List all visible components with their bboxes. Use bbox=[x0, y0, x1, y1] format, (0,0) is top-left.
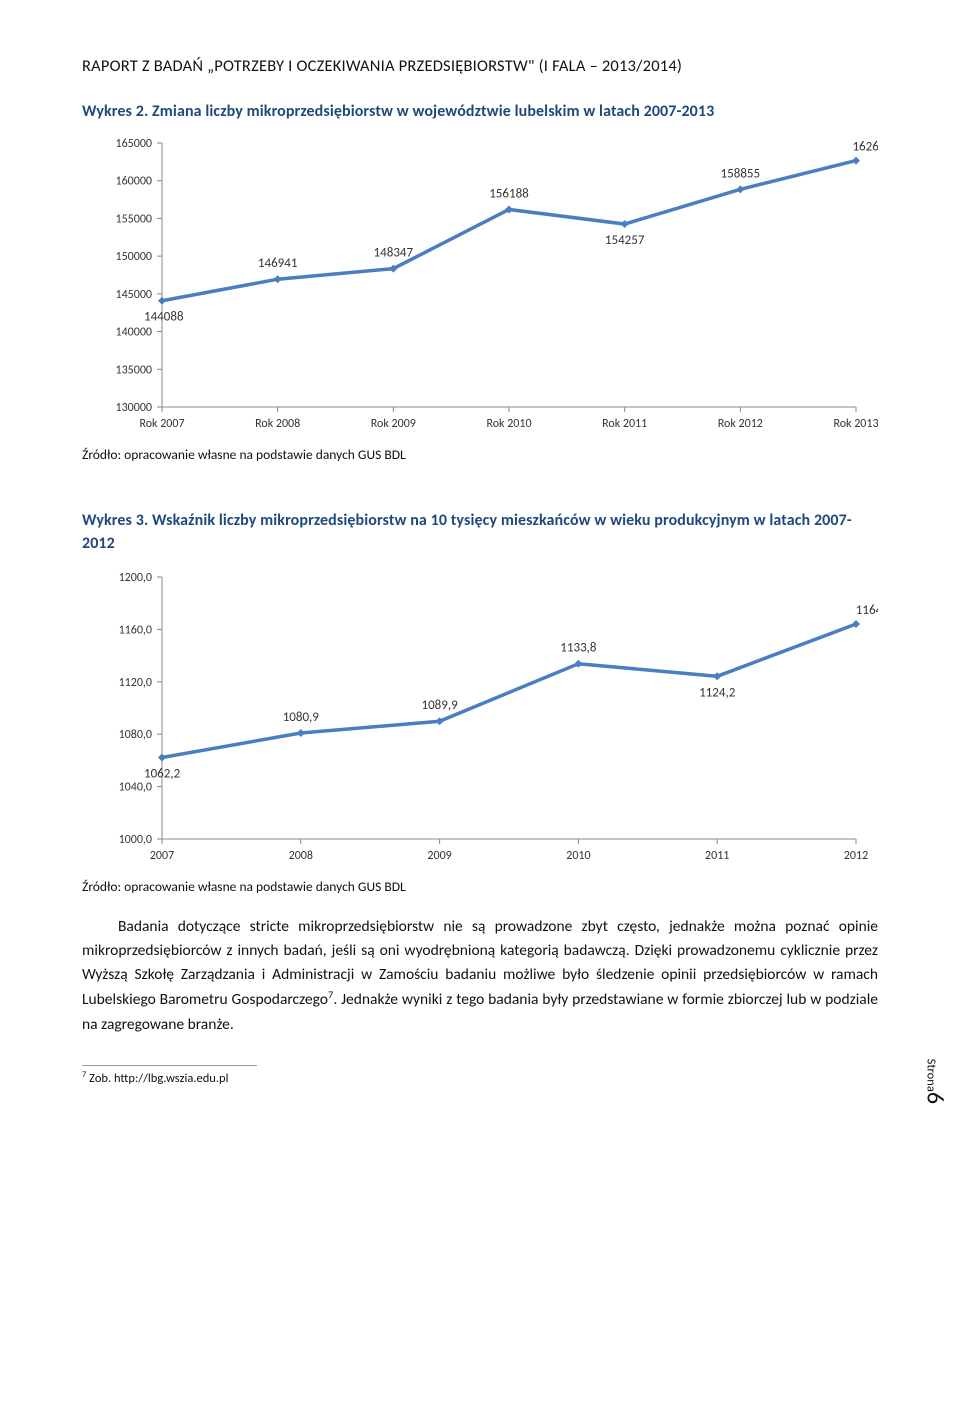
svg-text:158855: 158855 bbox=[721, 166, 761, 181]
svg-text:156188: 156188 bbox=[489, 186, 529, 201]
svg-text:130000: 130000 bbox=[116, 401, 153, 415]
page-number: Strona6 bbox=[920, 1058, 949, 1103]
svg-text:155000: 155000 bbox=[116, 212, 153, 226]
svg-text:2007: 2007 bbox=[150, 849, 174, 863]
svg-text:1080,0: 1080,0 bbox=[119, 729, 152, 743]
footnote: 7 Zob. http://lbg.wszia.edu.pl bbox=[82, 1070, 878, 1086]
svg-text:2010: 2010 bbox=[566, 849, 590, 863]
svg-text:1062,2: 1062,2 bbox=[144, 767, 181, 782]
svg-text:2011: 2011 bbox=[705, 849, 729, 863]
svg-text:1040,0: 1040,0 bbox=[119, 781, 152, 795]
svg-text:2012: 2012 bbox=[844, 849, 868, 863]
svg-text:Rok 2011: Rok 2011 bbox=[602, 417, 647, 431]
chart2-svg: 1000,0 1040,0 1080,0 1120,0 1160,0 1200,0 2007… bbox=[82, 561, 878, 871]
svg-text:148347: 148347 bbox=[374, 246, 414, 261]
svg-text:145000: 145000 bbox=[116, 288, 153, 302]
svg-text:154257: 154257 bbox=[605, 233, 645, 248]
page-header: RAPORT Z BADAŃ „POTRZEBY I OCZEKIWANIA P… bbox=[82, 56, 878, 76]
svg-text:Rok 2012: Rok 2012 bbox=[718, 417, 763, 431]
svg-text:1160,0: 1160,0 bbox=[119, 624, 152, 638]
svg-text:144088: 144088 bbox=[144, 310, 184, 325]
svg-text:Rok 2007: Rok 2007 bbox=[139, 417, 184, 431]
svg-text:160000: 160000 bbox=[116, 175, 153, 189]
chart1-title: Wykres 2. Zmiana liczby mikroprzedsiębio… bbox=[82, 102, 878, 121]
chart1-source: Źródło: opracowanie własne na podstawie … bbox=[82, 446, 878, 463]
svg-text:Rok 2009: Rok 2009 bbox=[371, 417, 416, 431]
svg-text:146941: 146941 bbox=[258, 256, 298, 271]
svg-text:165000: 165000 bbox=[116, 137, 153, 151]
body-paragraph: Badania dotyczące stricte mikroprzedsięb… bbox=[82, 915, 878, 1036]
svg-text:Rok 2008: Rok 2008 bbox=[255, 417, 300, 431]
chart2-title: Wykres 3. Wskaźnik liczby mikroprzedsięb… bbox=[82, 509, 878, 555]
footnote-separator bbox=[82, 1065, 257, 1066]
chart1-svg: 130000 135000 140000 145000 150000 155000 1600… bbox=[82, 127, 878, 439]
svg-text:162669: 162669 bbox=[852, 140, 878, 155]
svg-text:1124,2: 1124,2 bbox=[699, 686, 736, 701]
svg-text:2009: 2009 bbox=[427, 849, 451, 863]
svg-text:2008: 2008 bbox=[289, 849, 313, 863]
svg-text:Rok 2010: Rok 2010 bbox=[486, 417, 531, 431]
svg-text:1164,1: 1164,1 bbox=[856, 603, 878, 618]
svg-text:1120,0: 1120,0 bbox=[119, 676, 152, 690]
svg-text:135000: 135000 bbox=[116, 363, 153, 377]
svg-text:Rok 2013: Rok 2013 bbox=[833, 417, 878, 431]
chart2-source: Źródło: opracowanie własne na podstawie … bbox=[82, 878, 878, 895]
svg-text:1000,0: 1000,0 bbox=[119, 833, 152, 847]
svg-text:1089,9: 1089,9 bbox=[421, 699, 458, 714]
svg-text:1133,8: 1133,8 bbox=[560, 641, 597, 656]
svg-text:1080,9: 1080,9 bbox=[283, 710, 320, 725]
svg-text:140000: 140000 bbox=[116, 326, 153, 340]
svg-text:1200,0: 1200,0 bbox=[119, 571, 152, 585]
svg-text:150000: 150000 bbox=[116, 250, 153, 264]
